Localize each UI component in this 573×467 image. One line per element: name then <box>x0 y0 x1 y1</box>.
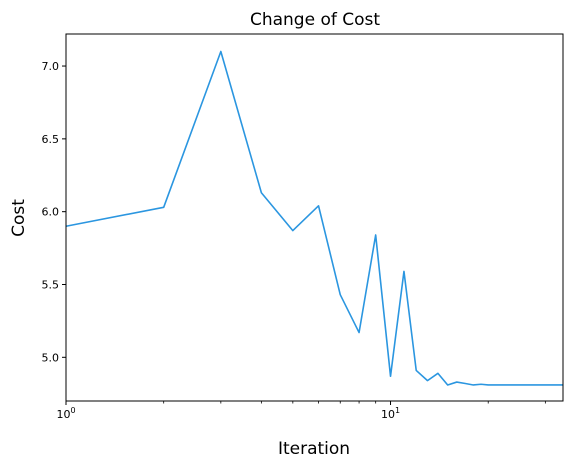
y-axis: 5.0 5.5 6.0 6.5 7.0 <box>42 60 66 364</box>
cost-series-line-0 <box>65 50 563 386</box>
y-axis-title: Cost <box>9 199 29 237</box>
y-tick-label-1: 5.5 <box>42 278 60 291</box>
chart-title: Change of Cost <box>250 10 380 30</box>
x-tick-label-1: 101 <box>381 406 400 421</box>
y-tick-label-0: 5.0 <box>42 351 60 364</box>
y-tick-label-4: 7.0 <box>42 60 60 73</box>
x-axis-title: Iteration <box>278 439 350 459</box>
plot-frame <box>65 33 564 402</box>
plot-area <box>65 50 563 386</box>
x-tick-label-0: 100 <box>56 406 75 421</box>
y-tick-label-2: 6.0 <box>42 206 60 219</box>
x-axis: 100 101 <box>56 401 546 421</box>
y-tick-label-3: 6.5 <box>42 133 60 146</box>
